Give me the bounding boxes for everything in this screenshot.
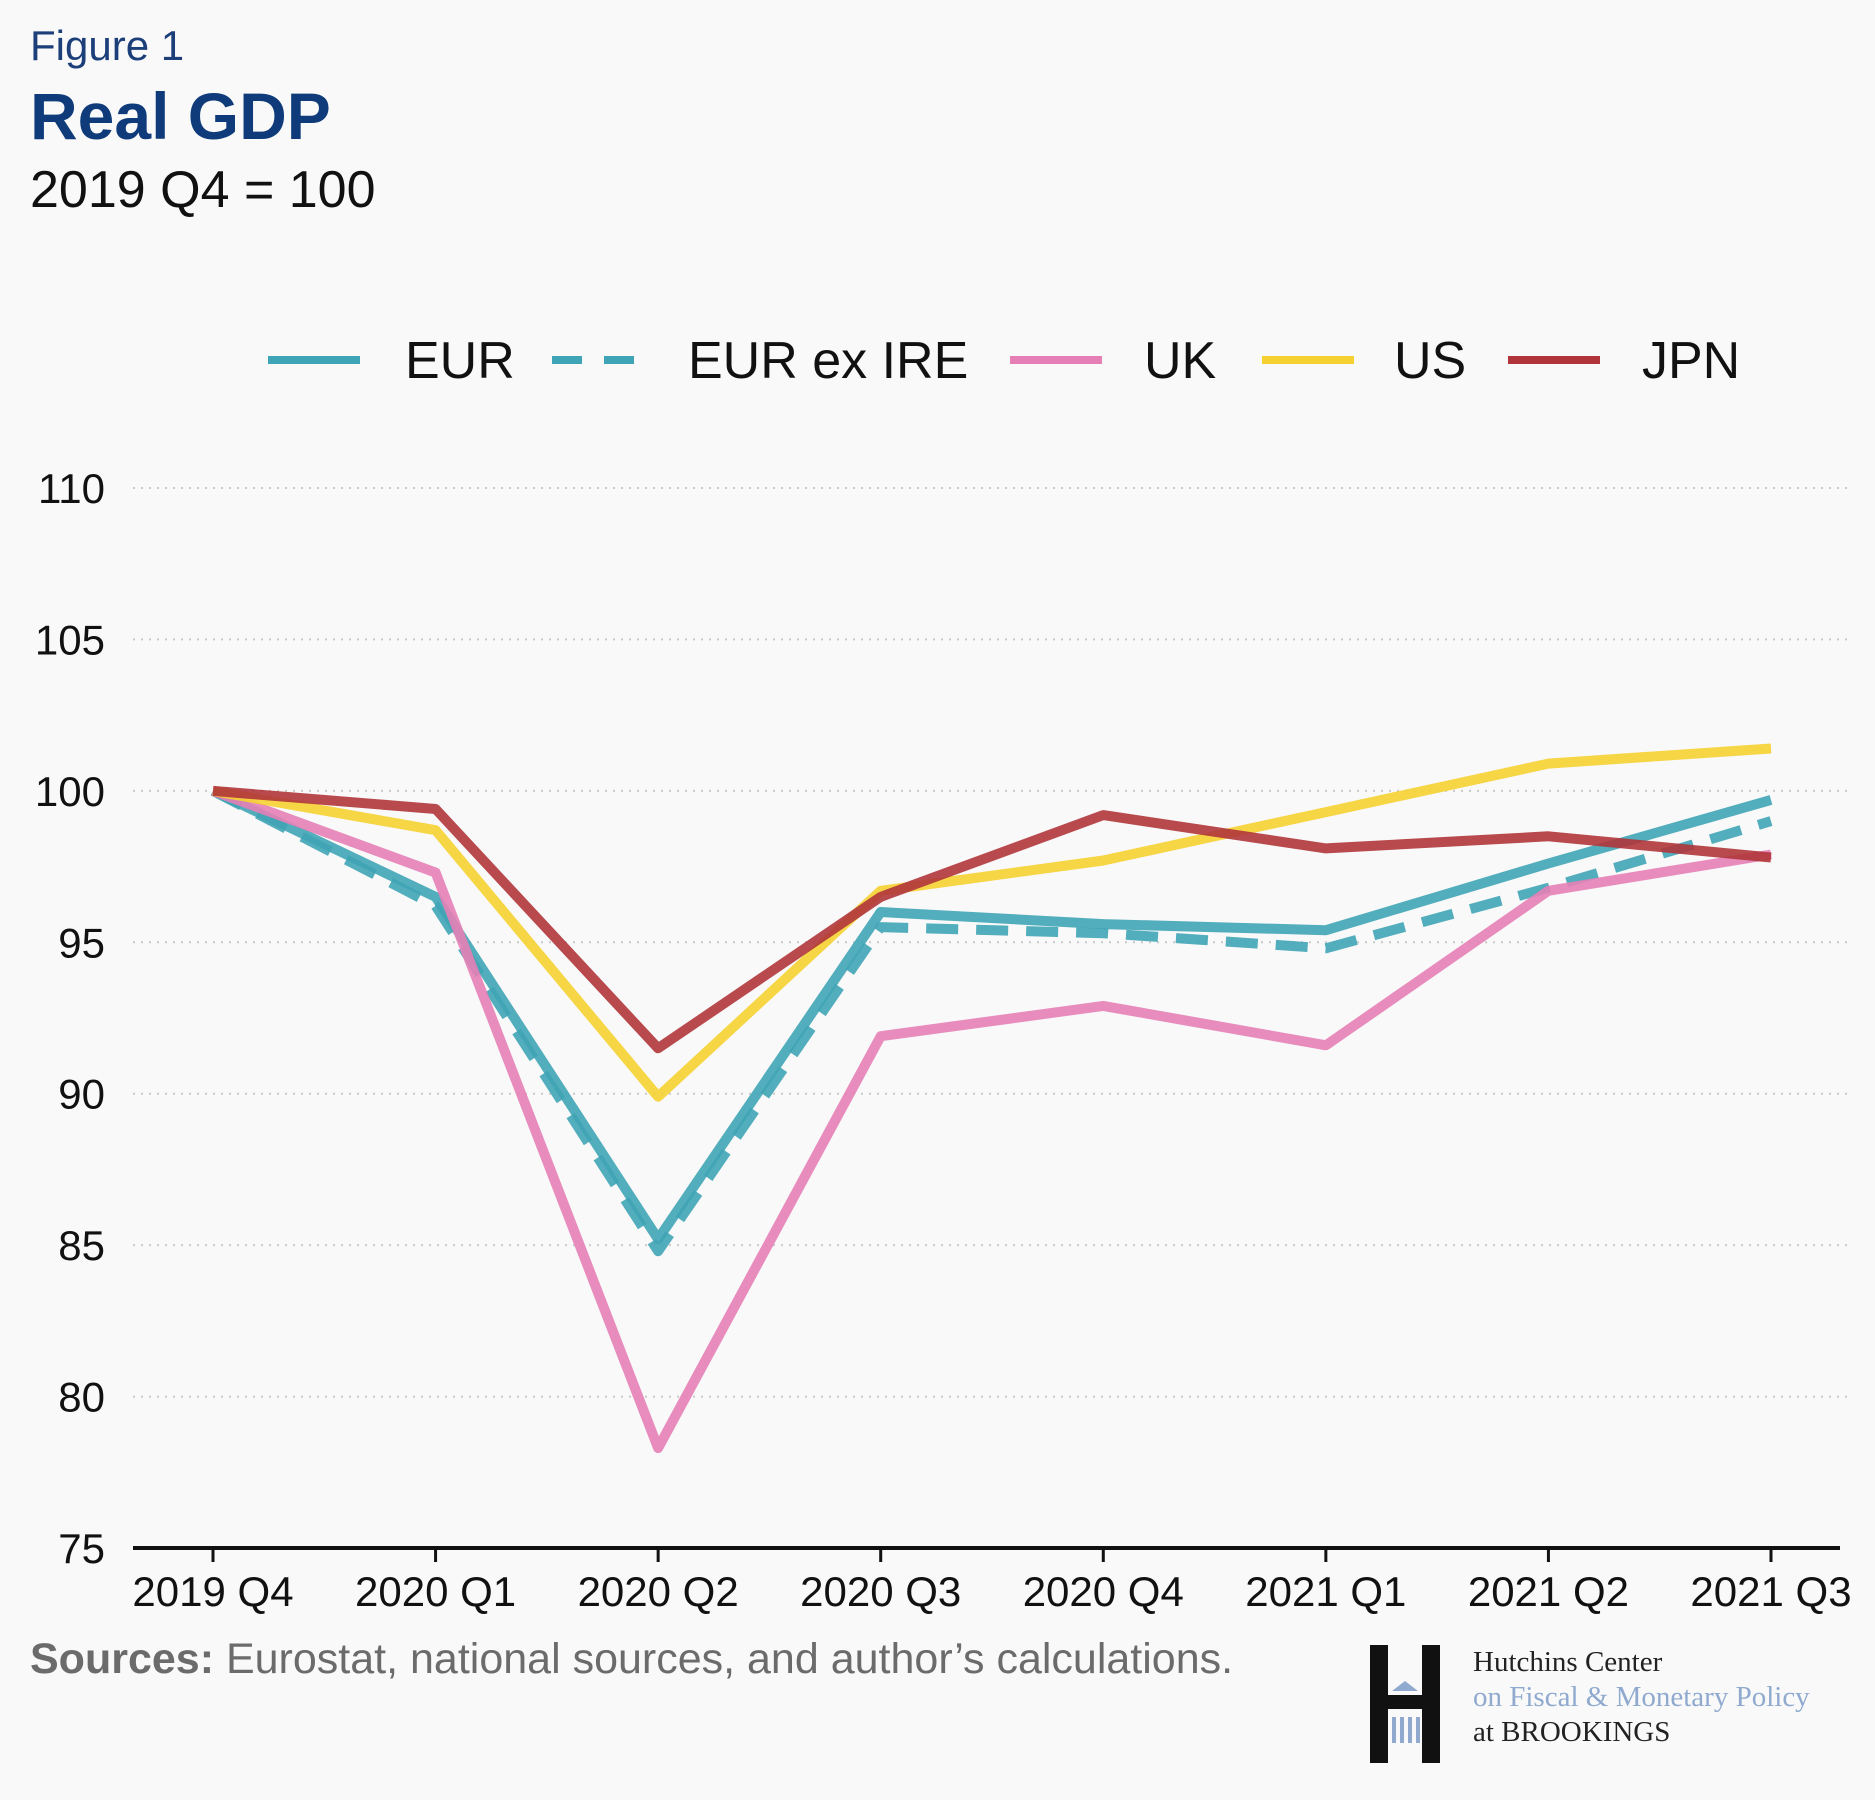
legend-label: JPN [1642, 332, 1740, 390]
y-tick-label: 100 [35, 768, 105, 815]
x-tick-label: 2020 Q4 [1023, 1568, 1184, 1615]
y-tick-label: 90 [58, 1071, 105, 1118]
series-lines [210, 743, 1773, 1454]
y-tick-label: 105 [35, 616, 105, 663]
x-tick-label: 2020 Q1 [355, 1568, 516, 1615]
legend-label: US [1394, 332, 1466, 390]
logo-line-2: on Fiscal & Monetary Policy [1473, 1681, 1810, 1713]
axes: 75 80 85 90 95 100 105 110 2019 Q4 2020 Q1 2020 Q2… [35, 465, 1852, 1615]
series-line-eur [210, 786, 1773, 1245]
sources-text: Eurostat, national sources, and author’s… [214, 1635, 1234, 1683]
x-tick-label: 2021 Q1 [1245, 1568, 1406, 1615]
logo-line-3: at BROOKINGS [1473, 1716, 1671, 1748]
logo-text: Hutchins Center on Fiscal & Monetary Pol… [1473, 1645, 1810, 1750]
grid-lines [133, 487, 1850, 1398]
series-line-us [212, 743, 1772, 1102]
x-tick-label: 2021 Q2 [1468, 1568, 1629, 1615]
legend: EUR EUR ex IRE UK US JPN [268, 332, 1740, 390]
series-line-jpn [212, 785, 1772, 1054]
sources-note: Sources: Eurostat, national sources, and… [30, 1635, 1233, 1684]
y-tick-label: 75 [58, 1525, 105, 1572]
figure-label: Figure 1 [30, 22, 185, 69]
line-chart: EUR EUR ex IRE UK US JPN 75 80 85 90 95 100 105 110… [35, 332, 1852, 1615]
legend-label: EUR [405, 332, 515, 390]
y-tick-label: 80 [58, 1374, 105, 1421]
x-tick-label: 2020 Q2 [578, 1568, 739, 1615]
y-tick-label: 85 [58, 1222, 105, 1269]
legend-label: EUR ex IRE [688, 332, 968, 390]
y-tick-label: 95 [58, 919, 105, 966]
hutchins-brookings-logo: Hutchins Center on Fiscal & Monetary Pol… [1368, 1645, 1848, 1765]
series-line-uk [211, 786, 1772, 1454]
hutchins-h-icon [1370, 1645, 1440, 1763]
x-tick-label: 2019 Q4 [132, 1568, 293, 1615]
chart-title: Real GDP [30, 79, 331, 153]
legend-label: UK [1144, 332, 1217, 390]
x-tick-label: 2021 Q3 [1690, 1568, 1851, 1615]
sources-label: Sources: [30, 1635, 215, 1683]
y-tick-label: 110 [38, 465, 105, 512]
logo-line-1: Hutchins Center [1473, 1646, 1663, 1678]
chart-subtitle: 2019 Q4 = 100 [30, 161, 376, 219]
x-tick-label: 2020 Q3 [800, 1568, 961, 1615]
